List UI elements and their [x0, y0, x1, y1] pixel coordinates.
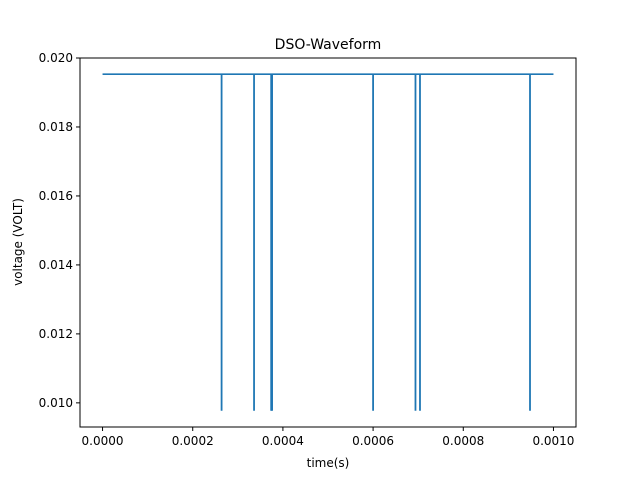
y-axis-label: voltage (VOLT): [11, 198, 25, 286]
y-axis-ticks: 0.010 0.012 0.014 0.016 0.018 0.020: [39, 51, 80, 410]
y-tick-label: 0.020: [39, 51, 73, 65]
chart-title: DSO-Waveform: [275, 37, 382, 53]
x-axis-ticks: 0.0000 0.0002 0.0004 0.0006 0.0008 0.0010: [82, 427, 574, 448]
x-tick-label: 0.0002: [172, 434, 214, 448]
axes-frame: [79, 57, 577, 428]
x-tick-label: 0.0000: [82, 434, 124, 448]
y-tick-label: 0.012: [39, 327, 73, 341]
x-tick-label: 0.0010: [532, 434, 574, 448]
y-tick-label: 0.010: [39, 396, 73, 410]
plot-area: [102, 73, 554, 411]
x-tick-label: 0.0006: [352, 434, 394, 448]
x-tick-label: 0.0004: [262, 434, 304, 448]
y-tick-label: 0.016: [39, 189, 73, 203]
y-tick-label: 0.018: [39, 120, 73, 134]
x-tick-label: 0.0008: [442, 434, 484, 448]
y-tick-label: 0.014: [39, 258, 73, 272]
x-axis-label: time(s): [307, 456, 350, 470]
